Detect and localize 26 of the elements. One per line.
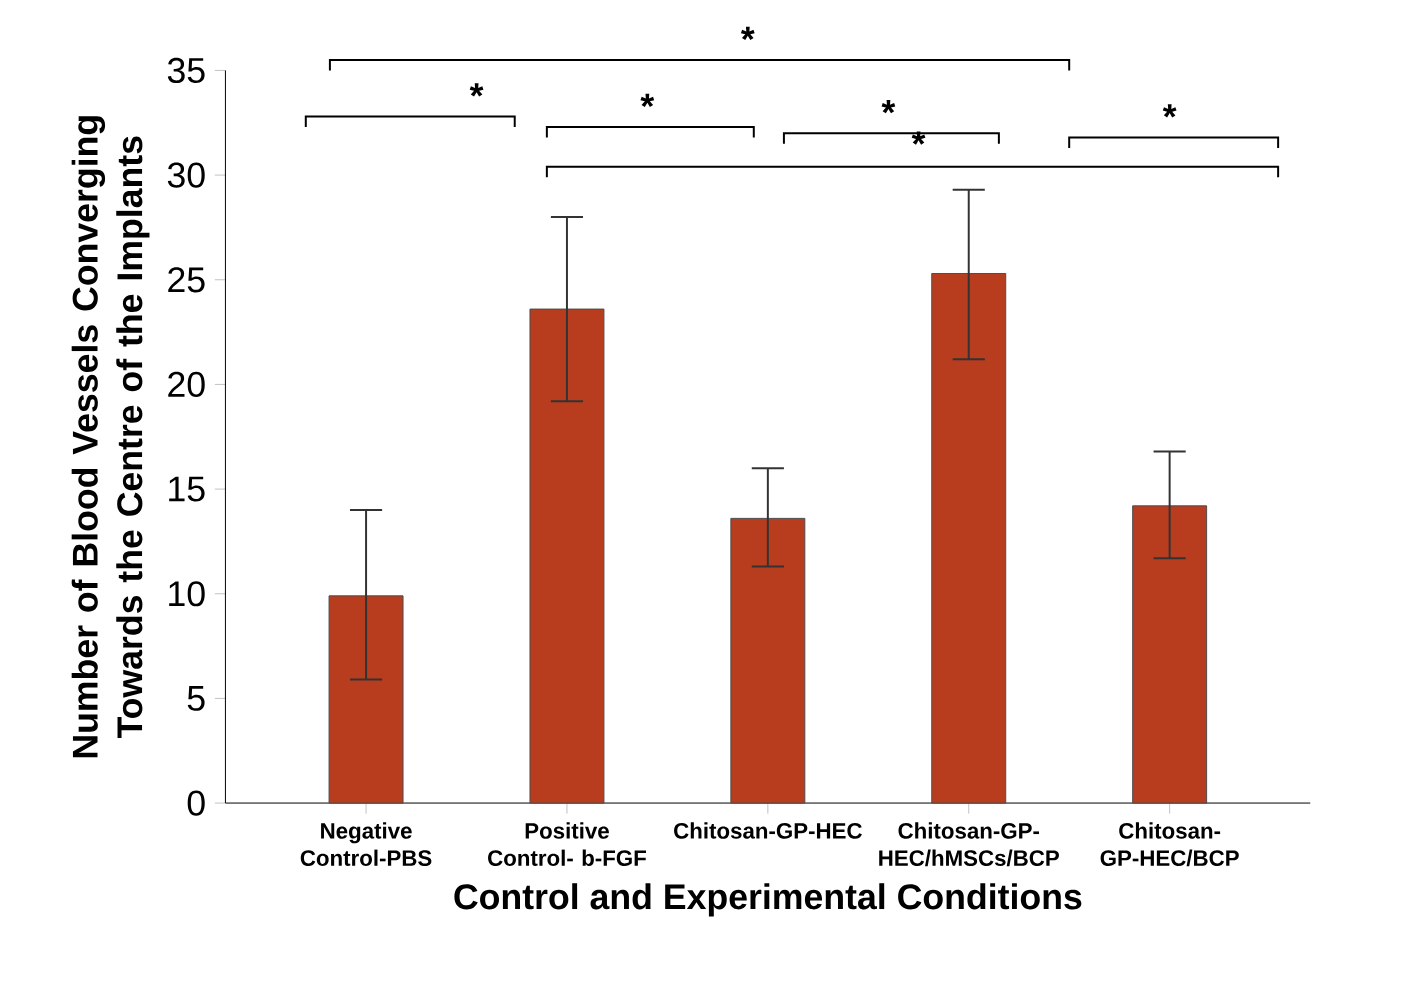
bar	[730, 517, 806, 804]
bar	[328, 595, 404, 804]
y-tick-label: 25	[168, 267, 205, 293]
y-tick-label: 5	[187, 685, 205, 711]
x-tick-label: Positive Control- b-FGF	[488, 822, 646, 866]
bar	[931, 272, 1007, 804]
annotation: *	[640, 93, 655, 107]
text: *	[740, 26, 755, 40]
annotation: *	[911, 131, 926, 145]
x-tick-label: Chitosan-GP-HEC/BCP	[1100, 822, 1239, 867]
y-tick-label: 0	[187, 790, 205, 816]
annotation: *	[469, 83, 484, 97]
annotation: *	[881, 99, 896, 114]
annotation: *	[1162, 104, 1177, 118]
y-tick-label: 20	[168, 371, 205, 397]
bar	[529, 308, 605, 804]
y-axis-title: Number of Blood Vessels Converging Towards the Centre of the Implants	[71, 116, 150, 758]
x-axis-title: Control and Experimental Conditions	[454, 883, 1082, 917]
y-tick-label: 10	[169, 581, 205, 607]
x-tick-label: Chitosan-GP-HEC/hMSCs/BCP	[879, 822, 1059, 867]
y-tick-label: 30	[167, 162, 205, 188]
x-tick-label: Chitosan-GP-HEC	[674, 822, 862, 839]
bar	[1132, 505, 1208, 804]
x-tick-label: Negative Control-PBS	[300, 822, 432, 866]
y-tick-label: 15	[169, 476, 205, 502]
y-tick-label: 35	[167, 57, 205, 83]
